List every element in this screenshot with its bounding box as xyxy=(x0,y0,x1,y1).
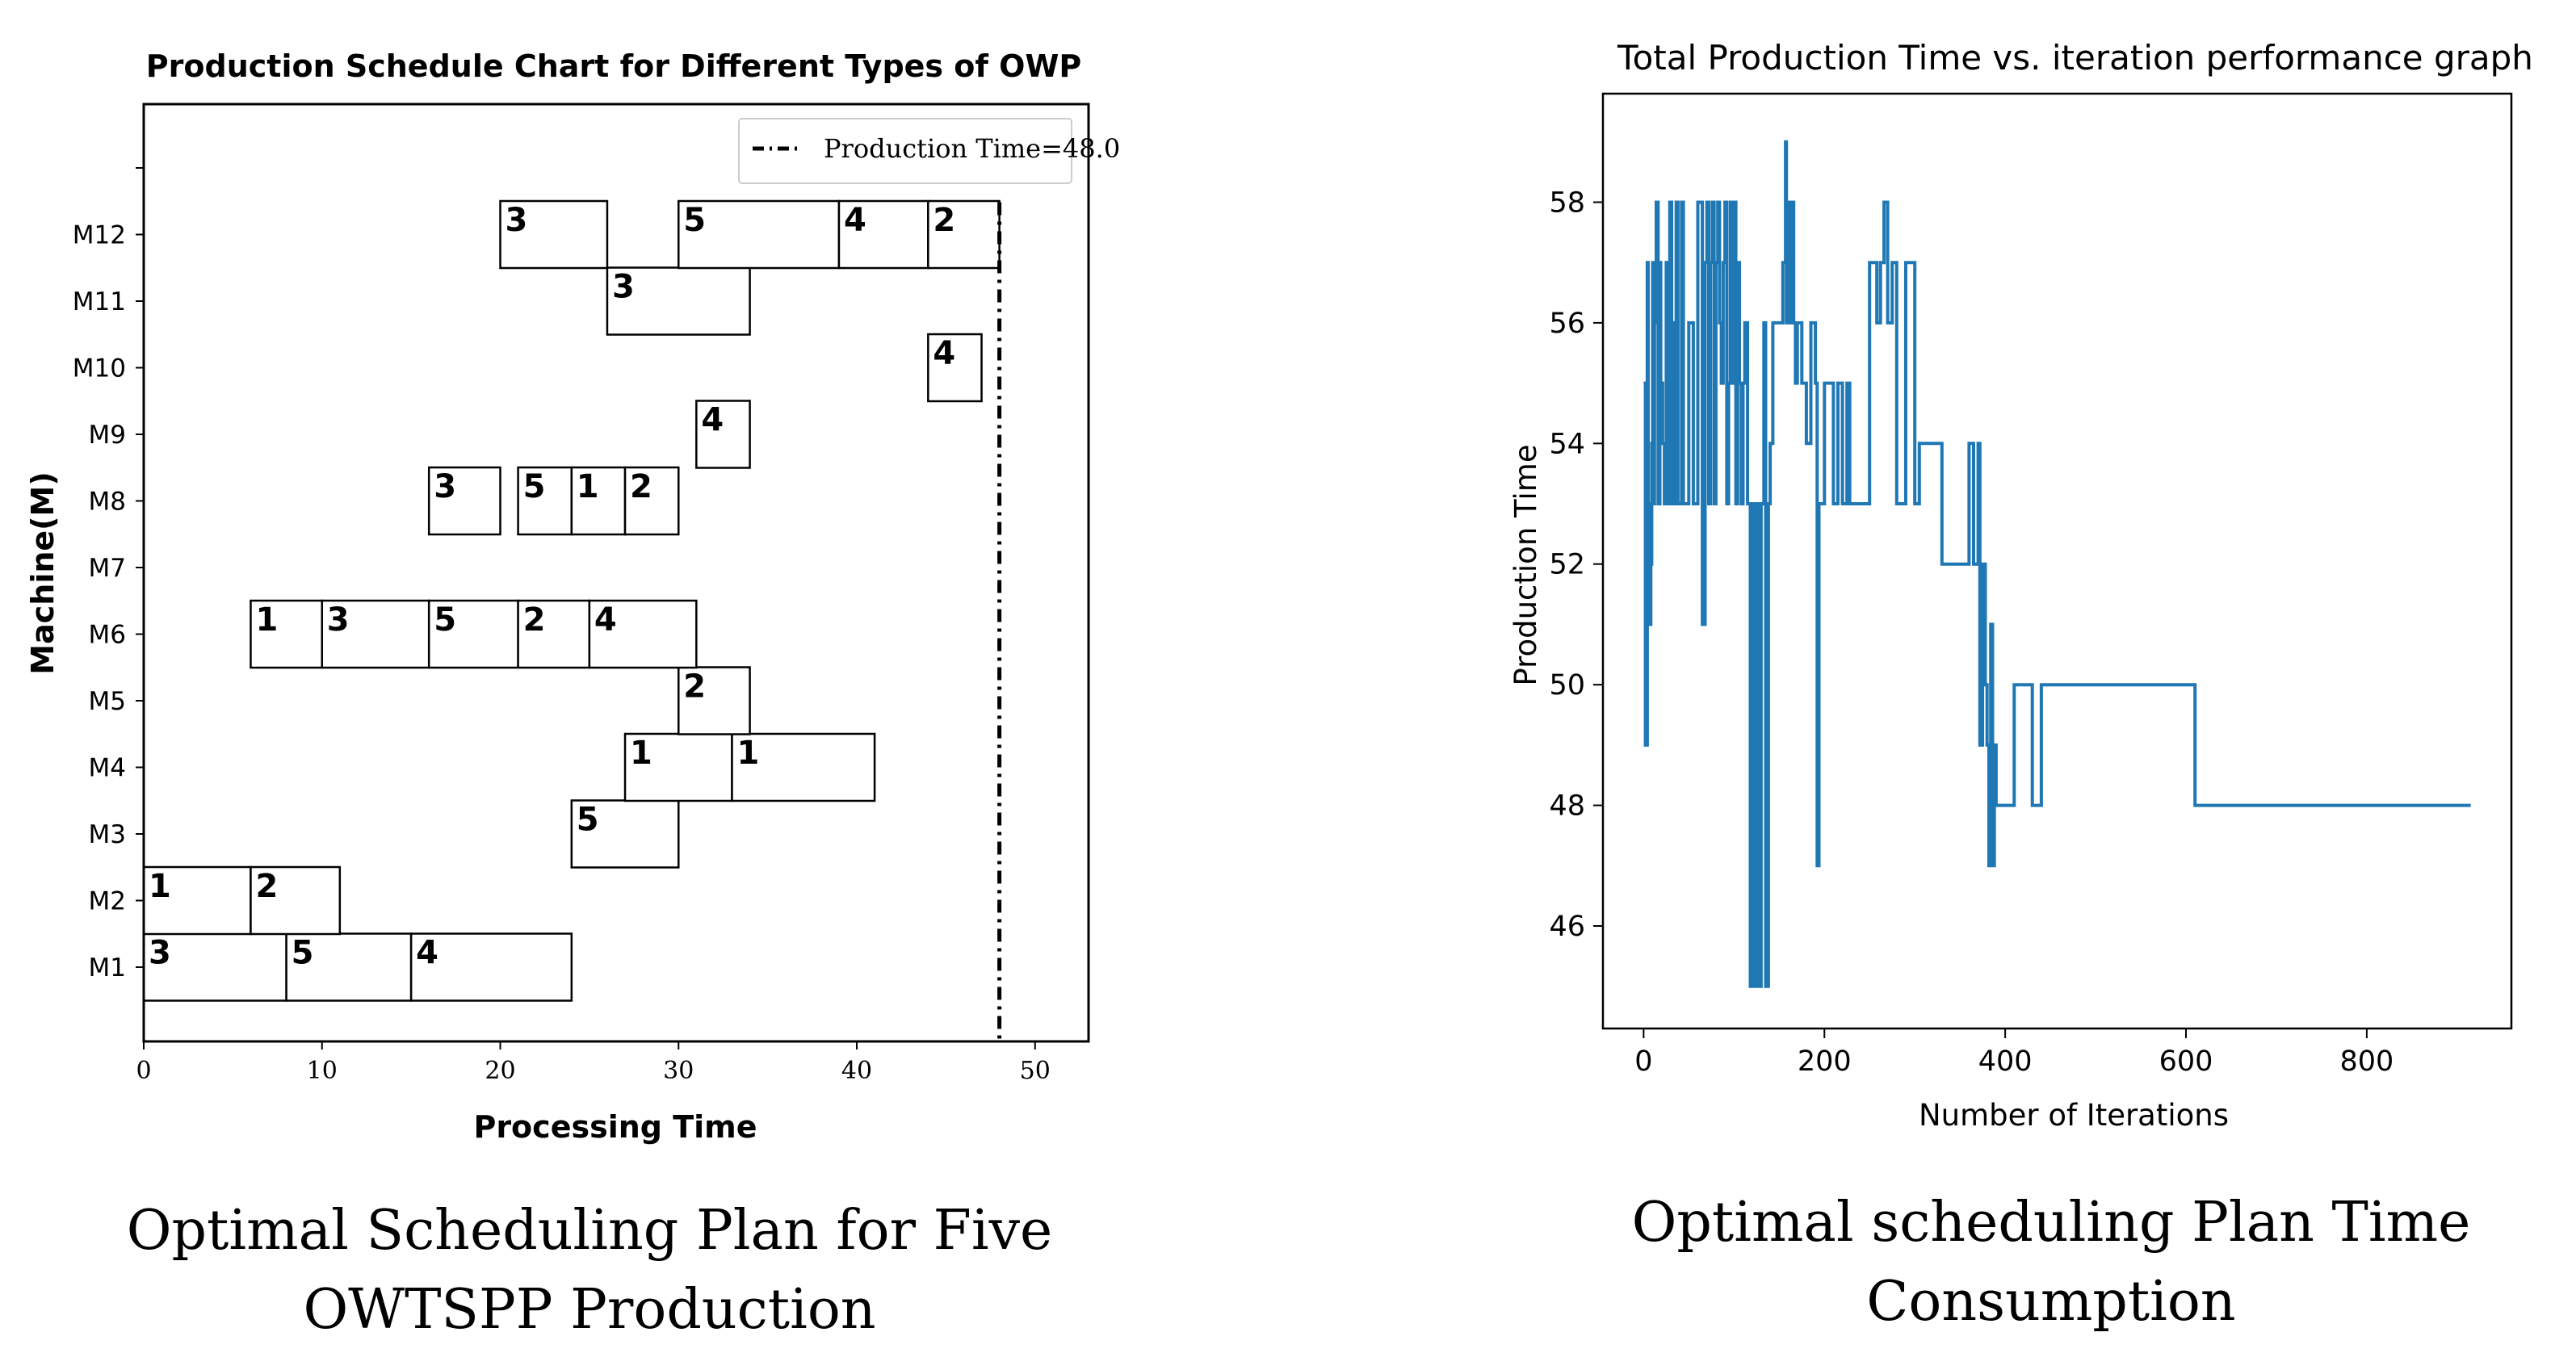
line-x-tick-label: 600 xyxy=(2159,1045,2213,1078)
caption-right-line1: Optimal scheduling Plan Time xyxy=(1632,1191,2471,1255)
gantt-bar xyxy=(678,666,751,735)
gantt-bar-label: 5 xyxy=(292,935,314,972)
gantt-x-tick-label: 30 xyxy=(663,1057,694,1085)
line-title: Total Production Time vs. iteration perf… xyxy=(1617,38,2533,78)
gantt-y-tick-label: M6 xyxy=(89,621,126,650)
gantt-bar-label: 1 xyxy=(577,468,599,505)
line-y-tick-label: 50 xyxy=(1549,669,1585,702)
gantt-legend-box xyxy=(738,118,1072,184)
line-xlabel: Number of Iterations xyxy=(1919,1098,2229,1133)
gantt-y-tick-label: M4 xyxy=(89,754,126,783)
gantt-bar xyxy=(695,400,751,469)
gantt-bar xyxy=(321,599,430,669)
gantt-y-tick-label: M7 xyxy=(89,554,126,583)
line-frame xyxy=(1601,92,2513,1030)
gantt-legend: Production Time=48.0 xyxy=(738,118,1120,184)
gantt-bar-label: 3 xyxy=(506,202,528,239)
gantt-bar xyxy=(250,865,342,936)
line-ylabel: Production Time xyxy=(1508,444,1543,685)
gantt-y-tick-label: M11 xyxy=(73,287,126,316)
gantt-xlabel: Processing Time xyxy=(473,1109,757,1145)
line-x-tick-label: 0 xyxy=(1634,1045,1652,1078)
gantt-bar xyxy=(142,865,252,936)
gantt-chart: Production Schedule Chart for Different … xyxy=(25,48,1120,1145)
gantt-bar-label: 3 xyxy=(612,269,635,306)
gantt-bar xyxy=(427,466,501,536)
line-chart: Total Production Time vs. iteration perf… xyxy=(1508,38,2533,1133)
gantt-y-tick-label: M10 xyxy=(73,354,126,383)
caption-left-line1: Optimal Scheduling Plan for Five xyxy=(127,1199,1052,1263)
gantt-bar xyxy=(623,466,680,536)
line-x-tick-label: 200 xyxy=(1798,1045,1852,1078)
gantt-y-tick-label: M2 xyxy=(89,887,126,916)
line-y-tick-label: 48 xyxy=(1549,790,1585,823)
gantt-bar-label: 3 xyxy=(434,468,456,505)
gantt-y-tick-label: M9 xyxy=(89,421,126,450)
gantt-y-tick-label: M3 xyxy=(89,820,126,849)
gantt-bar-label: 2 xyxy=(523,601,546,639)
gantt-bar xyxy=(837,199,929,270)
gantt-bar xyxy=(927,333,983,403)
gantt-bar xyxy=(927,199,1001,270)
gantt-bar-label: 5 xyxy=(683,202,706,239)
gantt-bar xyxy=(731,732,876,802)
gantt-bar-label: 2 xyxy=(630,468,652,505)
gantt-bar-label: 4 xyxy=(594,601,617,639)
line-y-tick-label: 56 xyxy=(1549,308,1585,340)
gantt-bar-label: 2 xyxy=(933,202,955,239)
gantt-bar-label: 2 xyxy=(683,668,706,706)
gantt-x-tick-label: 40 xyxy=(841,1057,872,1085)
line-y-tick-label: 58 xyxy=(1549,186,1585,219)
gantt-bar-label: 4 xyxy=(844,202,866,239)
gantt-bar-label: 3 xyxy=(327,601,350,639)
line-x-tick-label: 400 xyxy=(1978,1045,2033,1078)
gantt-y-tick-label: M12 xyxy=(73,221,126,250)
gantt-bar-label: 1 xyxy=(255,601,278,639)
line-x-tick-label: 800 xyxy=(2339,1045,2393,1078)
gantt-bar-label: 5 xyxy=(523,468,546,505)
gantt-x-tick-label: 0 xyxy=(136,1057,151,1085)
gantt-bar-label: 5 xyxy=(577,802,599,839)
gantt-bar-label: 3 xyxy=(149,935,171,972)
gantt-bar-label: 1 xyxy=(149,868,171,905)
gantt-bar xyxy=(623,732,733,802)
line-y-tick-label: 52 xyxy=(1549,549,1585,581)
gantt-x-tick-label: 10 xyxy=(307,1057,338,1085)
gantt-bar-label: 4 xyxy=(701,402,724,439)
line-y-tick-label: 46 xyxy=(1549,911,1585,943)
gantt-bar-label: 5 xyxy=(434,601,456,639)
gantt-ylabel: Machine(M) xyxy=(25,471,61,674)
gantt-bar xyxy=(250,599,324,669)
caption-right-line2: Consumption xyxy=(1866,1270,2235,1334)
gantt-bar xyxy=(499,199,609,270)
gantt-bar-label: 1 xyxy=(630,735,652,772)
gantt-bar-label: 1 xyxy=(736,735,759,772)
gantt-frame xyxy=(142,103,1090,1043)
gantt-x-tick-label: 20 xyxy=(485,1057,515,1085)
gantt-legend-label: Production Time=48.0 xyxy=(824,133,1120,164)
line-y-tick-label: 54 xyxy=(1549,428,1585,460)
gantt-title: Production Schedule Chart for Different … xyxy=(146,48,1081,84)
gantt-bar xyxy=(588,599,698,669)
line-series-production-time xyxy=(1643,140,2471,988)
gantt-bar-label: 2 xyxy=(255,868,278,905)
gantt-bar xyxy=(285,932,413,1002)
line-plot-area: 0 200 400 600 800 46 48 50 52 54 56 58 xyxy=(1549,140,2471,1078)
caption-left-line2: OWTSPP Production xyxy=(303,1278,875,1342)
gantt-y-tick-label: M5 xyxy=(89,687,126,716)
gantt-bar-label: 4 xyxy=(416,935,438,972)
gantt-x-tick-label: 50 xyxy=(1020,1057,1051,1085)
gantt-plot-area: 0 10 20 30 40 50 M1 M2 M3 M4 M5 M6 M7 M8 M9 M10 M11 M12 3 5… xyxy=(73,167,1051,1085)
gantt-y-tick-label: M8 xyxy=(89,488,126,517)
gantt-bar xyxy=(678,199,841,270)
gantt-y-tick-label: M1 xyxy=(89,953,126,982)
gantt-bar xyxy=(409,932,573,1002)
gantt-bar-label: 4 xyxy=(933,335,955,372)
